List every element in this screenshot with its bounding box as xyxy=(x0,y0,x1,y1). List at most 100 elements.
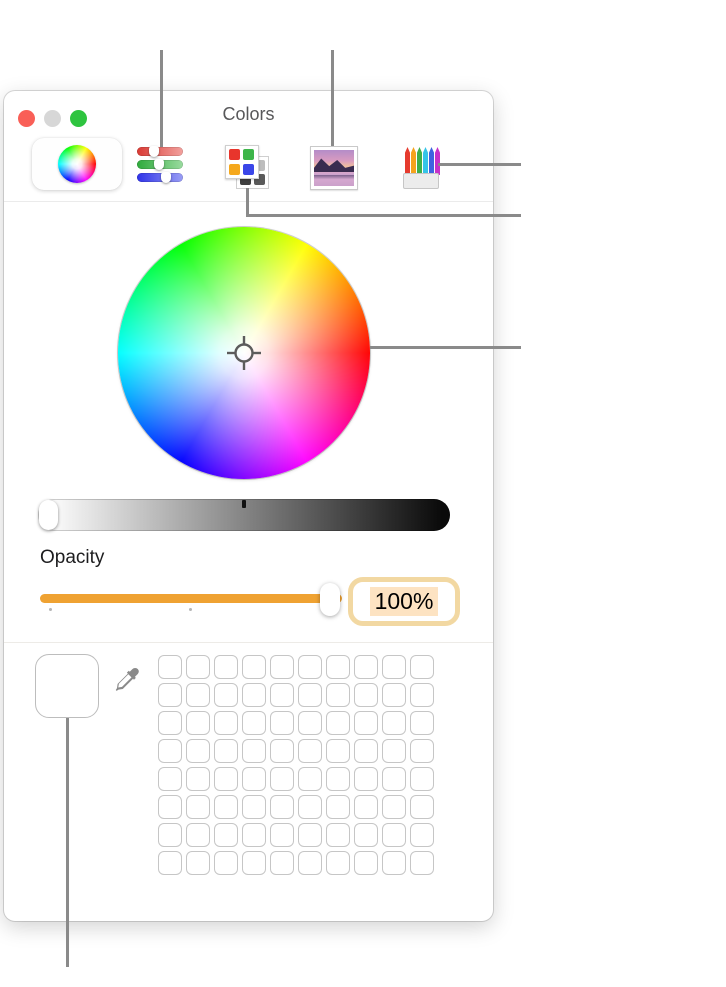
swatch-cell[interactable] xyxy=(410,767,434,791)
swatch-cell[interactable] xyxy=(158,851,182,875)
swatch-cell[interactable] xyxy=(326,767,350,791)
swatch-cell[interactable] xyxy=(186,711,210,735)
swatch-cell[interactable] xyxy=(326,851,350,875)
swatch-cell[interactable] xyxy=(354,767,378,791)
eyedropper-icon[interactable] xyxy=(112,665,142,695)
swatch-cell[interactable] xyxy=(298,711,322,735)
swatch-cell[interactable] xyxy=(214,739,238,763)
opacity-value-field[interactable]: 100% xyxy=(348,577,460,626)
swatch-cell[interactable] xyxy=(270,795,294,819)
swatch-cell[interactable] xyxy=(326,795,350,819)
swatch-cell[interactable] xyxy=(326,683,350,707)
swatch-cell[interactable] xyxy=(354,851,378,875)
swatch-cell[interactable] xyxy=(382,655,406,679)
swatch-cell[interactable] xyxy=(158,739,182,763)
swatch-cell[interactable] xyxy=(298,767,322,791)
swatch-cell[interactable] xyxy=(298,823,322,847)
swatch-cell[interactable] xyxy=(270,711,294,735)
swatch-cell[interactable] xyxy=(410,795,434,819)
swatch-cell[interactable] xyxy=(214,795,238,819)
brightness-slider-knob[interactable] xyxy=(39,500,58,530)
toolbar-button-color-wheel[interactable] xyxy=(32,138,122,190)
swatch-cell[interactable] xyxy=(270,739,294,763)
swatch-cell[interactable] xyxy=(410,851,434,875)
swatch-cell[interactable] xyxy=(158,795,182,819)
swatch-cell[interactable] xyxy=(410,739,434,763)
swatch-cell[interactable] xyxy=(410,655,434,679)
swatch-cell[interactable] xyxy=(186,739,210,763)
brightness-slider[interactable] xyxy=(38,499,450,531)
swatch-cell[interactable] xyxy=(270,767,294,791)
opacity-slider-knob[interactable] xyxy=(320,583,340,616)
swatch-cell[interactable] xyxy=(382,851,406,875)
swatch-cell[interactable] xyxy=(410,683,434,707)
swatch-cell[interactable] xyxy=(242,823,266,847)
swatch-cell[interactable] xyxy=(214,683,238,707)
swatch-cell[interactable] xyxy=(186,823,210,847)
crosshair-icon[interactable] xyxy=(222,331,266,375)
swatch-cell[interactable] xyxy=(326,739,350,763)
sunset-photo-glyph xyxy=(314,150,354,186)
swatch-cell[interactable] xyxy=(298,739,322,763)
color-wheel[interactable] xyxy=(118,227,370,479)
swatch-cell[interactable] xyxy=(382,823,406,847)
swatch-cell[interactable] xyxy=(382,767,406,791)
image-palettes-icon[interactable] xyxy=(310,146,358,190)
zoom-button[interactable] xyxy=(70,110,87,127)
swatch-cell[interactable] xyxy=(270,851,294,875)
pencils-icon[interactable] xyxy=(403,147,441,189)
swatch-cell[interactable] xyxy=(382,739,406,763)
swatch-cell[interactable] xyxy=(354,655,378,679)
swatch-cell[interactable] xyxy=(214,851,238,875)
swatch-cell[interactable] xyxy=(242,767,266,791)
swatch-cell[interactable] xyxy=(186,767,210,791)
swatch-cell[interactable] xyxy=(354,683,378,707)
opacity-slider-track[interactable] xyxy=(40,594,342,603)
swatch-cell[interactable] xyxy=(326,711,350,735)
swatch-cell[interactable] xyxy=(354,711,378,735)
swatch-cell[interactable] xyxy=(158,655,182,679)
swatch-cell[interactable] xyxy=(158,767,182,791)
swatch-cell[interactable] xyxy=(382,795,406,819)
swatch-cell[interactable] xyxy=(354,823,378,847)
swatch-cell[interactable] xyxy=(382,683,406,707)
swatch-cell[interactable] xyxy=(326,823,350,847)
color-palettes-icon[interactable] xyxy=(225,145,269,190)
swatch-cell[interactable] xyxy=(410,823,434,847)
swatch-cell[interactable] xyxy=(298,655,322,679)
swatch-cell[interactable] xyxy=(298,683,322,707)
swatch-cell[interactable] xyxy=(410,711,434,735)
swatch-cell[interactable] xyxy=(270,655,294,679)
swatch-cell[interactable] xyxy=(242,711,266,735)
swatch-cell[interactable] xyxy=(326,655,350,679)
swatch-cell[interactable] xyxy=(298,851,322,875)
swatch-cell[interactable] xyxy=(270,683,294,707)
callout-line-palettes-elbow-vertical xyxy=(246,188,249,217)
swatch-cell[interactable] xyxy=(214,823,238,847)
color-sliders-icon[interactable] xyxy=(137,146,183,185)
swatch-cell[interactable] xyxy=(186,851,210,875)
swatch-cell[interactable] xyxy=(158,683,182,707)
red-slider-glyph xyxy=(137,146,183,157)
pencil-box xyxy=(403,173,439,189)
swatch-cell[interactable] xyxy=(242,795,266,819)
swatch-cell[interactable] xyxy=(214,655,238,679)
swatch-cell[interactable] xyxy=(186,683,210,707)
swatch-cell[interactable] xyxy=(298,795,322,819)
swatch-cell[interactable] xyxy=(242,851,266,875)
close-button[interactable] xyxy=(18,110,35,127)
swatch-cell[interactable] xyxy=(354,739,378,763)
color-well[interactable] xyxy=(35,654,99,718)
swatch-cell[interactable] xyxy=(214,711,238,735)
swatch-cell[interactable] xyxy=(158,823,182,847)
swatch-cell[interactable] xyxy=(242,683,266,707)
swatch-cell[interactable] xyxy=(186,655,210,679)
swatch-cell[interactable] xyxy=(270,823,294,847)
swatch-cell[interactable] xyxy=(214,767,238,791)
swatch-cell[interactable] xyxy=(242,739,266,763)
swatch-cell[interactable] xyxy=(158,711,182,735)
swatch-cell[interactable] xyxy=(354,795,378,819)
swatch-cell[interactable] xyxy=(242,655,266,679)
swatch-cell[interactable] xyxy=(186,795,210,819)
swatch-cell[interactable] xyxy=(382,711,406,735)
